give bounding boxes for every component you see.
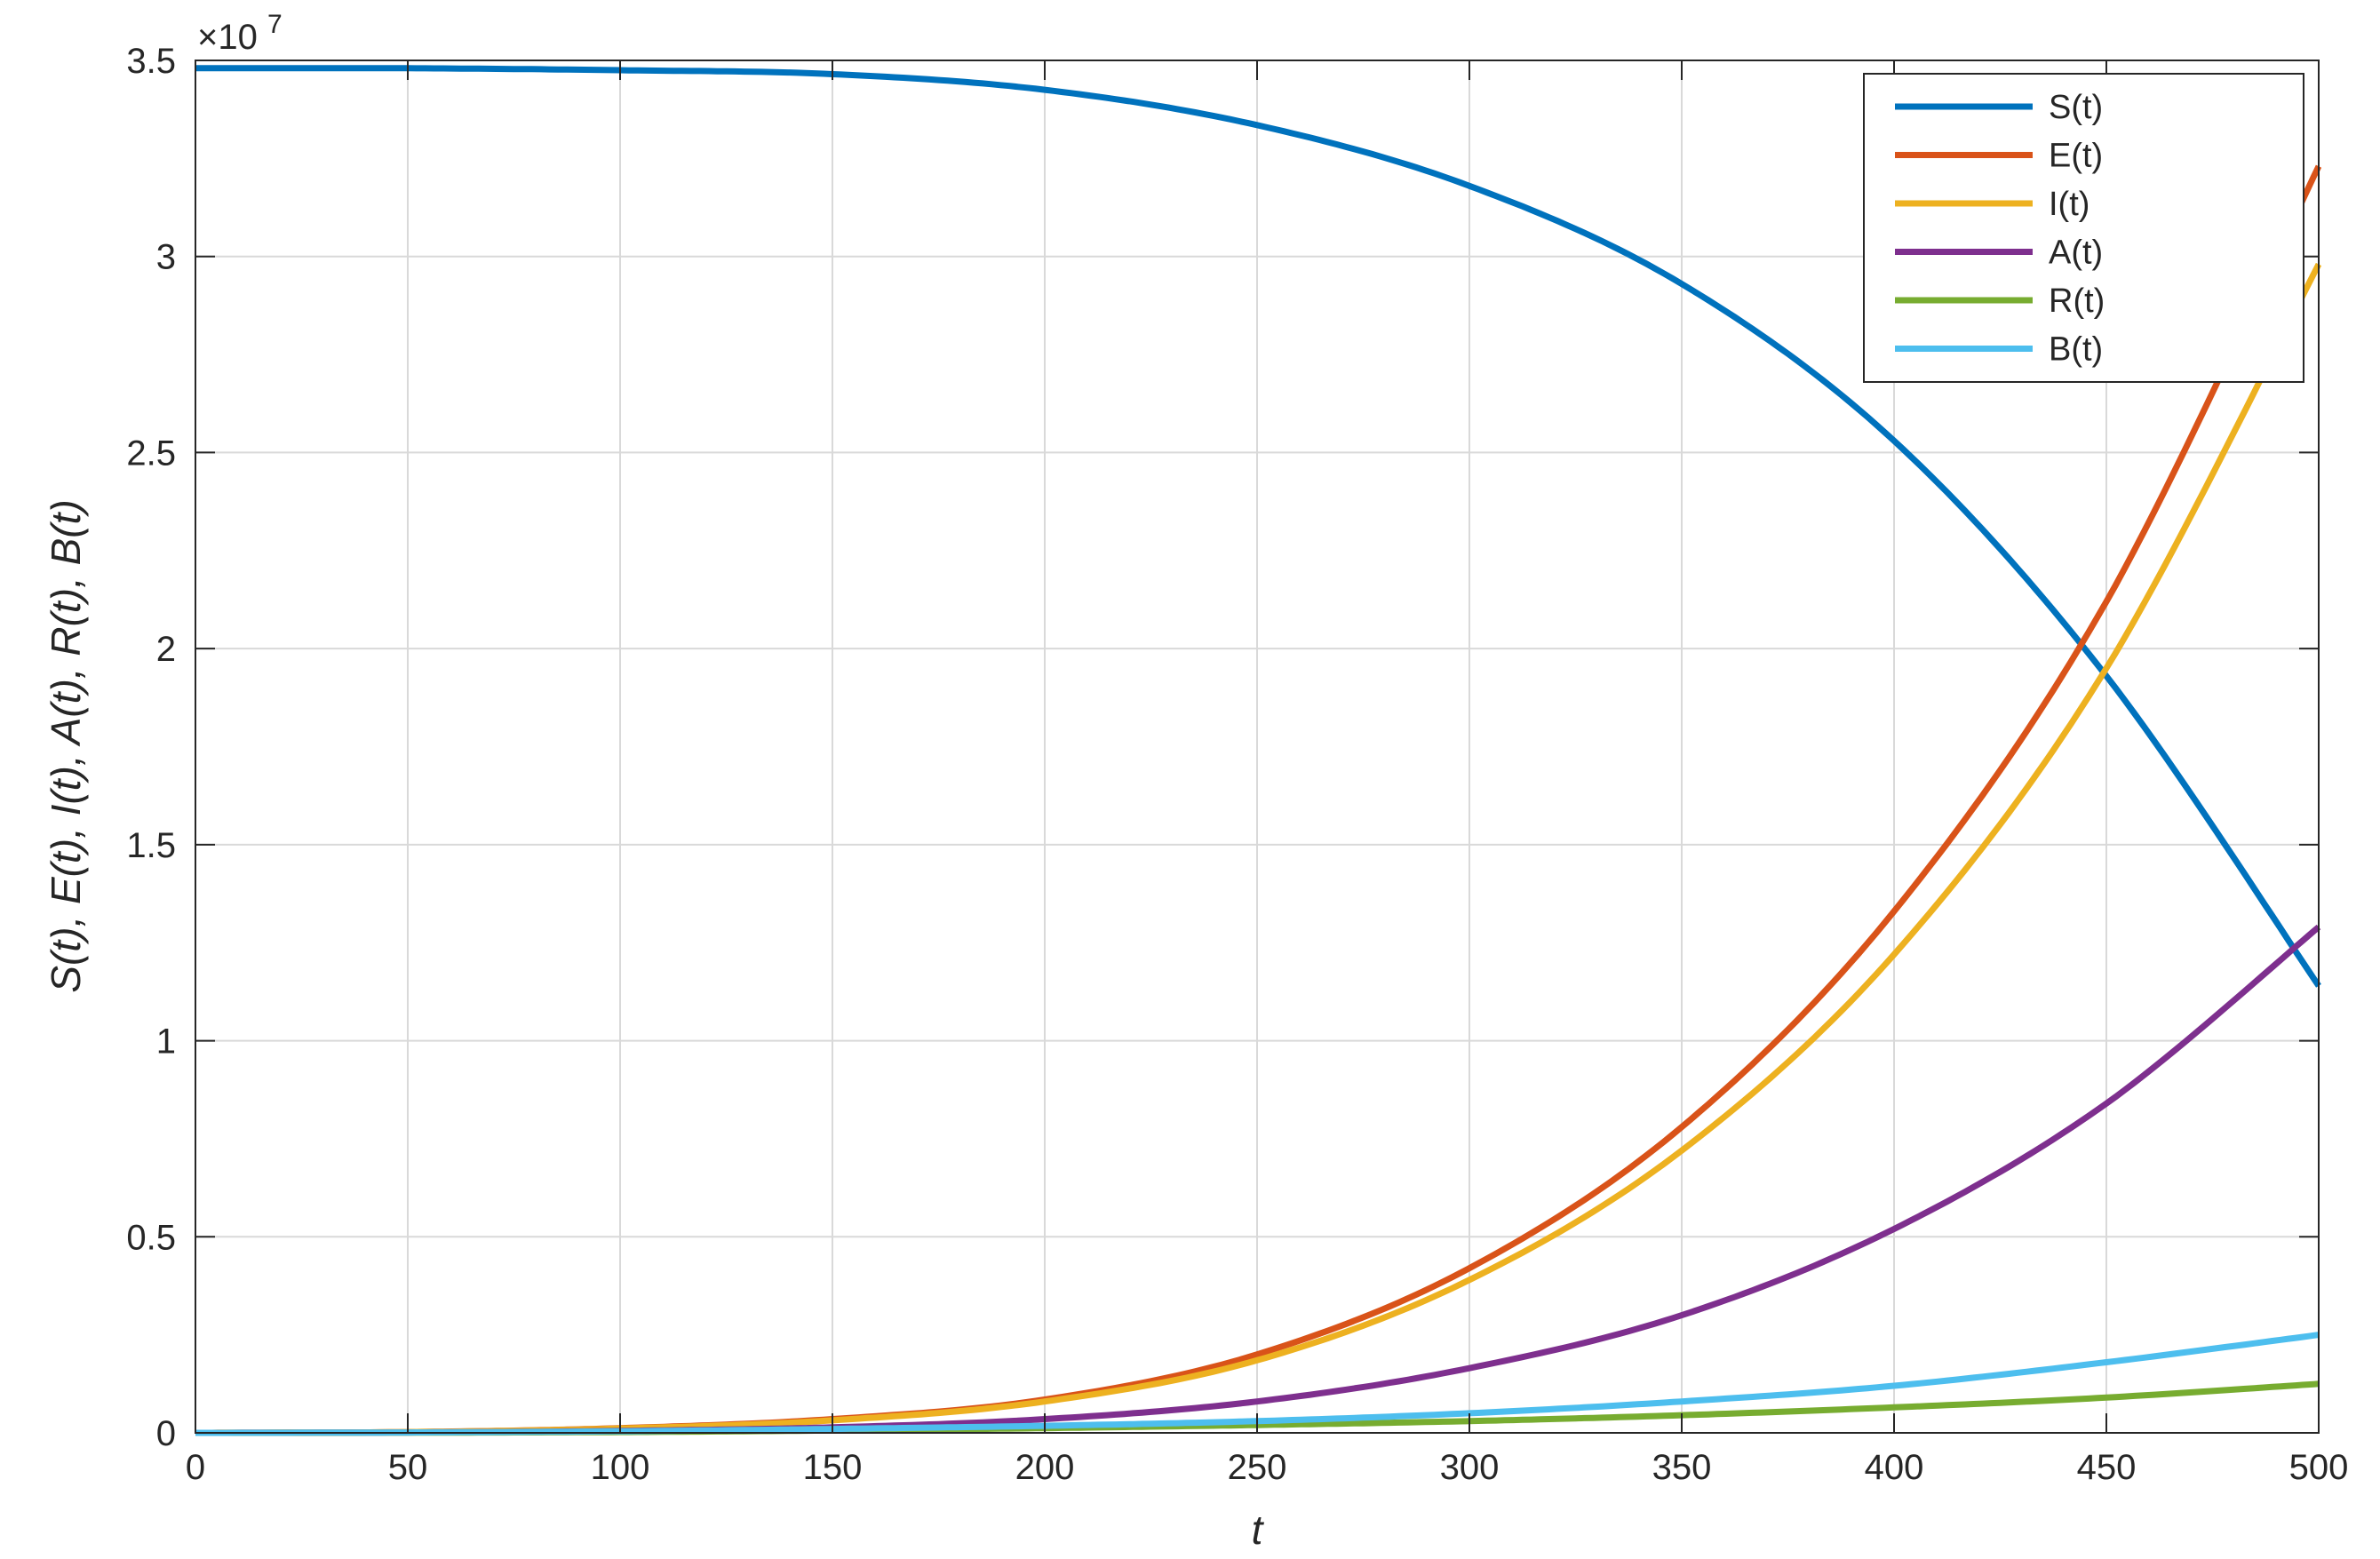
legend-label: A(t) <box>2049 235 2103 272</box>
y-axis-multiplier-base: ×10 <box>197 18 258 57</box>
axis-tick-labels: 0 50 100 150 200 250 300 350 400 450 500 0 0.5 1 1.5 2 2… <box>126 42 2348 1487</box>
x-tick-label: 150 <box>803 1448 863 1487</box>
x-tick-label: 0 <box>186 1448 205 1487</box>
x-tick-label: 450 <box>2077 1448 2137 1487</box>
y-tick-label: 2.5 <box>126 433 176 473</box>
series-line-0 <box>195 65 2321 988</box>
y-axis-multiplier: ×10 7 <box>197 10 283 57</box>
y-tick-label: 1 <box>156 1022 176 1062</box>
legend-label: I(t) <box>2049 186 2089 223</box>
y-tick-label: 2 <box>156 630 176 669</box>
legend-box <box>1863 73 2304 383</box>
axis-ticks <box>195 60 2320 1434</box>
y-tick-label: 3 <box>156 238 176 277</box>
x-tick-label: 350 <box>1652 1448 1712 1487</box>
x-tick-label: 300 <box>1440 1448 1500 1487</box>
y-tick-label: 0.5 <box>126 1218 176 1257</box>
x-tick-label: 400 <box>1865 1448 1924 1487</box>
x-tick-label: 500 <box>2289 1448 2349 1487</box>
x-tick-label: 250 <box>1228 1448 1287 1487</box>
legend-label: E(t) <box>2049 138 2103 175</box>
y-tick-label: 1.5 <box>126 826 176 865</box>
y-tick-label: 3.5 <box>126 42 176 81</box>
x-tick-label: 50 <box>388 1448 428 1487</box>
legend-label: S(t) <box>2049 89 2103 126</box>
y-axis-label: S(t), E(t), I(t), A(t), R(t), B(t) <box>43 499 89 992</box>
x-tick-label: 200 <box>1015 1448 1075 1487</box>
legend-label: B(t) <box>2049 331 2103 369</box>
legend-label: R(t) <box>2049 282 2105 320</box>
x-tick-label: 100 <box>591 1448 650 1487</box>
legend: S(t) E(t) I(t) A(t) R(t) B(t) <box>1863 73 2304 383</box>
y-axis-multiplier-exponent: 7 <box>267 10 283 39</box>
y-tick-label: 0 <box>156 1414 176 1453</box>
x-axis-label: t <box>1252 1507 1265 1553</box>
